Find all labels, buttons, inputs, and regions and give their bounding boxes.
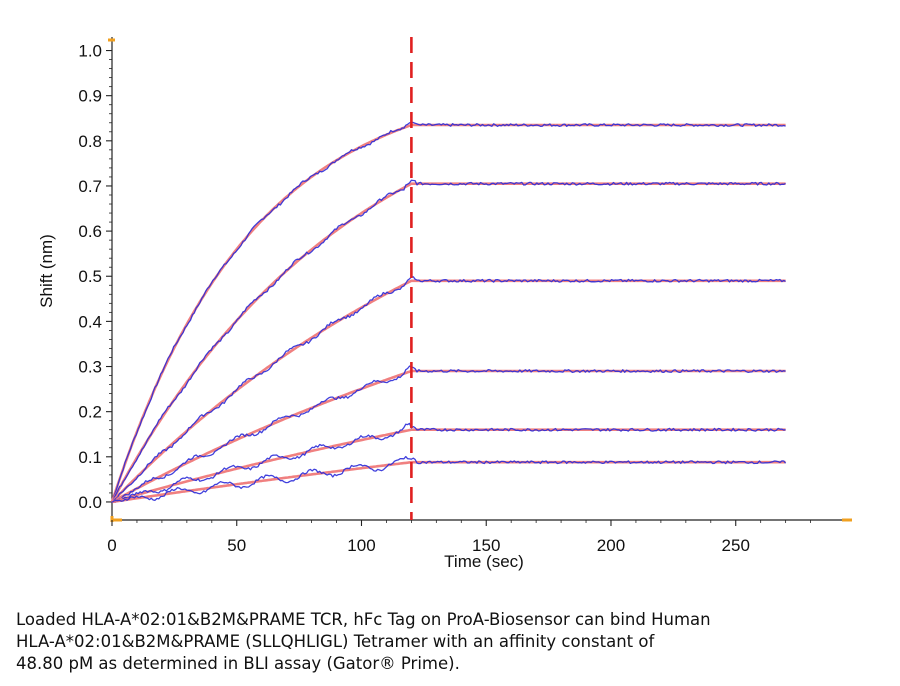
y-tick-label: 0.9: [78, 87, 102, 106]
caption-line: Loaded HLA-A*02:01&B2M&PRAME TCR, hFc Ta…: [16, 610, 711, 629]
x-tick-label: 100: [347, 536, 375, 555]
raw-curve: [111, 365, 786, 504]
y-tick-label: 0.8: [78, 132, 102, 151]
x-tick-label: 200: [597, 536, 625, 555]
bli-kinetics-chart: 0.0 0.1 0.2 0.3 0.4 0.5 0.6 0.7 0.8 0.9 1.0 0 50 100 1…: [37, 37, 852, 571]
x-tick-label: 250: [722, 536, 750, 555]
x-tick-label: 50: [227, 536, 246, 555]
raw-curve: [111, 276, 786, 503]
fit-curve: [110, 123, 786, 503]
y-tick-label: 1.0: [78, 42, 102, 61]
raw-curve: [111, 422, 786, 503]
y-tick-label: 0.4: [78, 312, 102, 331]
raw-curve: [111, 179, 786, 503]
axes: 0.0 0.1 0.2 0.3 0.4 0.5 0.6 0.7 0.8 0.9 1.0 0 50 100 1…: [78, 37, 852, 555]
x-axis-label: Time (sec): [444, 552, 524, 571]
y-tick-label: 0.0: [78, 493, 102, 512]
raw-curve: [111, 455, 787, 503]
x-tick-label: 150: [472, 536, 500, 555]
fit-curve: [111, 369, 786, 504]
y-tick-label: 0.5: [78, 267, 102, 286]
y-tick-label: 0.1: [78, 448, 102, 467]
y-tick-label: 0.6: [78, 222, 102, 241]
figure-caption: Loaded HLA-A*02:01&B2M&PRAME TCR, hFc Ta…: [16, 609, 886, 675]
caption-line: HLA-A*02:01&B2M&PRAME (SLLQHLIGL) Tetram…: [16, 632, 655, 651]
raw-curve: [111, 121, 786, 503]
fit-curve: [111, 460, 786, 504]
caption-line: 48.80 pM as determined in BLI assay (Gat…: [16, 654, 460, 673]
y-tick-label: 0.7: [78, 177, 102, 196]
series-layer: [110, 121, 787, 504]
y-axis-label: Shift (nm): [37, 234, 56, 308]
fit-curve: [111, 428, 786, 504]
y-tick-label: 0.3: [78, 358, 102, 377]
y-tick-label: 0.2: [78, 403, 102, 422]
fit-curve: [111, 279, 786, 503]
x-tick-label: 0: [107, 536, 116, 555]
